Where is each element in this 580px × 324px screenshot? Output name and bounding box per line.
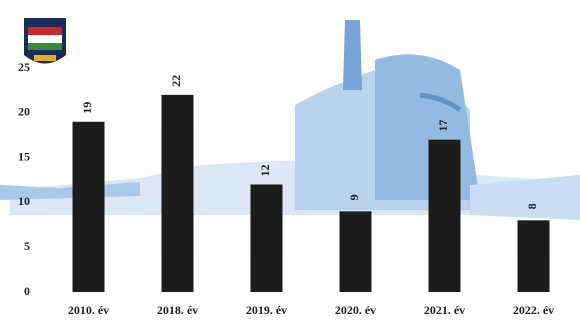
bar bbox=[428, 139, 461, 292]
bar bbox=[161, 94, 194, 292]
logo-stripe bbox=[28, 35, 62, 43]
bg-left bbox=[0, 182, 140, 200]
x-tick-label: 2018. év bbox=[157, 303, 198, 317]
logo-stripe bbox=[28, 43, 62, 50]
y-tick-label: 5 bbox=[24, 239, 30, 253]
data-label: 19 bbox=[80, 102, 94, 114]
data-label: 8 bbox=[525, 203, 539, 209]
logo-stripe bbox=[28, 27, 62, 35]
data-label: 22 bbox=[169, 75, 183, 87]
y-tick-label: 0 bbox=[24, 284, 30, 298]
x-tick-label: 2021. év bbox=[424, 303, 465, 317]
bar bbox=[517, 220, 550, 292]
bar bbox=[339, 211, 372, 292]
y-tick-label: 20 bbox=[18, 105, 30, 119]
data-label: 9 bbox=[347, 194, 361, 200]
bar bbox=[72, 121, 105, 292]
data-label: 17 bbox=[436, 120, 450, 132]
y-tick-label: 10 bbox=[18, 194, 30, 208]
x-tick-label: 2019. év bbox=[246, 303, 287, 317]
logo bbox=[24, 18, 66, 64]
bg-right bbox=[470, 175, 580, 220]
x-tick-label: 2022. év bbox=[513, 303, 554, 317]
y-tick-label: 25 bbox=[18, 60, 30, 74]
logo-band bbox=[34, 55, 56, 61]
bar bbox=[250, 184, 283, 292]
x-tick-label: 2010. év bbox=[68, 303, 109, 317]
data-label: 12 bbox=[258, 164, 272, 176]
bg-spire bbox=[343, 20, 362, 90]
x-tick-label: 2020. év bbox=[335, 303, 376, 317]
bg-arc bbox=[419, 92, 462, 112]
y-tick-label: 15 bbox=[18, 149, 30, 163]
